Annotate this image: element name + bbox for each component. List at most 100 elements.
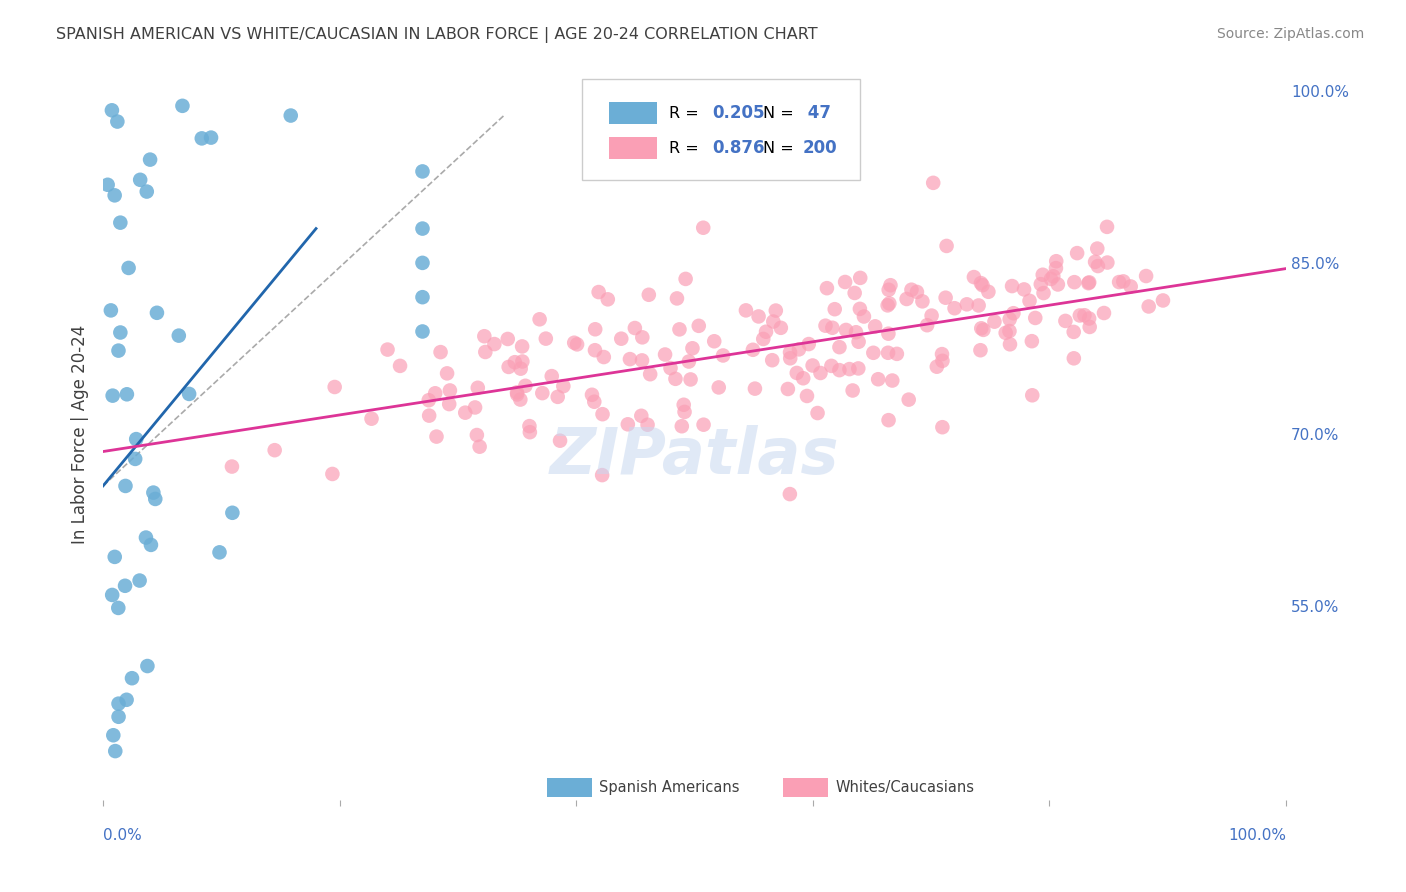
Point: [744, 382, 766, 396]
Point: [755, 325, 778, 339]
Point: [506, 387, 529, 401]
Point: [114, 479, 136, 493]
Point: [498, 359, 520, 374]
Point: [841, 384, 863, 398]
Point: [135, 531, 157, 545]
Point: [1063, 351, 1085, 366]
Point: [792, 371, 814, 385]
Point: [519, 419, 541, 434]
Point: [969, 343, 991, 358]
Point: [998, 324, 1021, 338]
Point: [983, 315, 1005, 329]
Point: [1112, 274, 1135, 288]
Point: [200, 130, 222, 145]
Point: [828, 340, 851, 354]
Point: [915, 318, 938, 333]
Point: [862, 346, 884, 360]
Point: [540, 369, 562, 384]
Point: [1002, 306, 1025, 320]
FancyBboxPatch shape: [609, 137, 657, 160]
Point: [675, 272, 697, 286]
Point: [128, 574, 150, 588]
Point: [679, 372, 702, 386]
Point: [1045, 261, 1067, 276]
Point: [814, 318, 837, 333]
Point: [931, 420, 953, 434]
Point: [1119, 279, 1142, 293]
Point: [711, 349, 734, 363]
Point: [1095, 219, 1118, 234]
Point: [967, 298, 990, 312]
Point: [849, 301, 872, 316]
Point: [1032, 268, 1054, 282]
Point: [769, 321, 792, 335]
Point: [671, 419, 693, 434]
Point: [115, 387, 138, 401]
Point: [208, 545, 231, 559]
Point: [665, 292, 688, 306]
Point: [1084, 255, 1107, 269]
Text: 0.876: 0.876: [713, 139, 765, 157]
Point: [900, 283, 922, 297]
Point: [534, 332, 557, 346]
Point: [834, 275, 856, 289]
Point: [103, 728, 125, 742]
Point: [531, 386, 554, 401]
Text: 0.0%: 0.0%: [103, 828, 142, 843]
Point: [321, 467, 343, 481]
Point: [931, 354, 953, 368]
Point: [121, 671, 143, 685]
Point: [877, 413, 900, 427]
Y-axis label: In Labor Force | Age 20-24: In Labor Force | Age 20-24: [72, 325, 89, 544]
Point: [824, 302, 846, 317]
Text: R =: R =: [668, 141, 703, 156]
Point: [107, 601, 129, 615]
Point: [191, 131, 214, 145]
Point: [1137, 300, 1160, 314]
Point: [1039, 272, 1062, 286]
Point: [801, 359, 824, 373]
Point: [411, 325, 433, 339]
FancyBboxPatch shape: [547, 778, 592, 797]
Point: [925, 359, 948, 374]
Point: [844, 285, 866, 300]
Point: [882, 374, 904, 388]
Point: [1042, 269, 1064, 284]
Point: [221, 459, 243, 474]
Point: [510, 339, 533, 353]
Point: [221, 506, 243, 520]
Point: [1087, 259, 1109, 273]
Text: ZIPatlas: ZIPatlas: [550, 425, 839, 487]
Point: [1108, 275, 1130, 289]
Point: [868, 372, 890, 386]
Point: [617, 417, 640, 432]
Point: [877, 326, 900, 341]
Point: [484, 337, 506, 351]
Point: [876, 298, 898, 312]
Point: [776, 382, 799, 396]
Text: SPANISH AMERICAN VS WHITE/CAUCASIAN IN LABOR FORCE | AGE 20-24 CORRELATION CHART: SPANISH AMERICAN VS WHITE/CAUCASIAN IN L…: [56, 27, 818, 43]
Point: [474, 345, 496, 359]
Point: [592, 350, 614, 364]
Point: [439, 384, 461, 398]
Point: [411, 221, 433, 235]
Point: [436, 367, 458, 381]
Point: [943, 301, 966, 316]
Point: [114, 579, 136, 593]
Point: [935, 239, 957, 253]
Point: [637, 287, 659, 301]
Point: [735, 303, 758, 318]
Point: [762, 314, 785, 328]
Point: [1001, 279, 1024, 293]
Point: [703, 334, 725, 349]
Point: [565, 337, 588, 351]
Point: [143, 491, 166, 506]
FancyBboxPatch shape: [582, 79, 860, 180]
Point: [972, 323, 994, 337]
Point: [998, 312, 1021, 326]
Point: [465, 428, 488, 442]
Point: [464, 401, 486, 415]
Point: [779, 351, 801, 366]
Point: [970, 276, 993, 290]
Point: [135, 185, 157, 199]
